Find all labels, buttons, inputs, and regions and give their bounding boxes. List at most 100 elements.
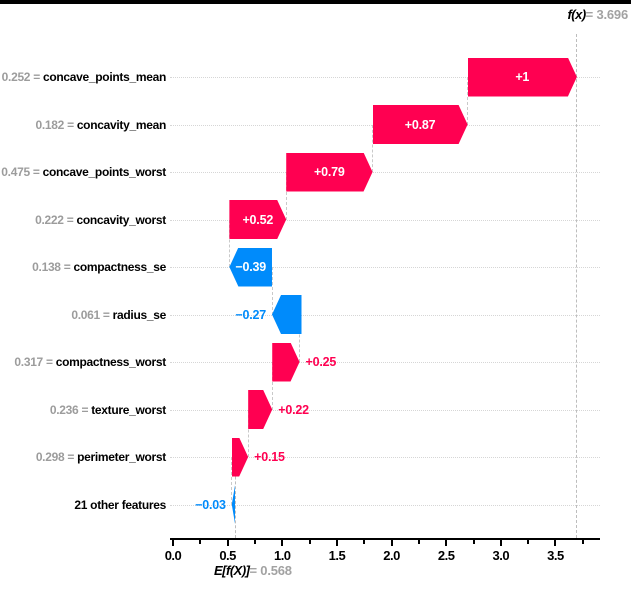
axis-tick-major <box>445 540 448 546</box>
feature-row-dotted-line <box>170 504 600 506</box>
connector-line <box>372 124 374 172</box>
axis-tick-minor <box>308 540 311 544</box>
feature-value-prefix: 0.182 = <box>35 117 77 132</box>
feature-value-prefix: 0.475 = <box>1 165 43 179</box>
axis-tick-major <box>281 540 284 546</box>
waterfall-bar <box>286 152 373 192</box>
axis-tick-major <box>226 540 229 546</box>
waterfall-bar <box>272 295 302 334</box>
waterfall-bar <box>231 437 249 477</box>
axis-line <box>170 538 600 540</box>
connector-line <box>271 362 273 410</box>
feature-value-prefix: 0.298 = <box>35 450 78 464</box>
waterfall-bar <box>229 247 272 287</box>
connector-line <box>271 267 273 315</box>
bar-value-label: +0.87 <box>404 117 436 132</box>
fx-value: = 3.696 <box>585 7 629 22</box>
axis-tick-minor <box>363 540 366 544</box>
feature-value-prefix: 0.061 = <box>71 307 113 322</box>
efx-label: E[f(X)] <box>214 563 250 578</box>
waterfall-bar <box>248 390 273 429</box>
axis-tick-minor <box>253 540 256 544</box>
feature-name: texture_worst <box>91 402 166 417</box>
feature-label: 0.182 = concavity_mean <box>0 116 167 134</box>
connector-line <box>231 457 233 505</box>
efx-value: = 0.568 <box>249 563 293 578</box>
feature-label: 0.236 = texture_worst <box>0 401 166 419</box>
axis-tick-label: 3.0 <box>492 548 510 563</box>
bar-value-label: +0.79 <box>314 165 345 179</box>
axis-tick-major <box>554 540 557 546</box>
feature-value-prefix: 0.317 = <box>14 355 56 369</box>
feature-name: concave_points_worst <box>42 165 167 179</box>
fx-label: f(x) <box>567 7 586 22</box>
waterfall-bar <box>467 57 577 97</box>
efx-dashed-line <box>234 457 236 538</box>
feature-row-dotted-line <box>170 362 600 363</box>
bar-value-label: +0.25 <box>305 355 337 369</box>
axis-tick-label: 1.0 <box>273 548 291 563</box>
axis-tick-label: 1.5 <box>328 548 346 563</box>
feature-row-dotted-line <box>170 409 600 411</box>
feature-row-dotted-line <box>170 172 600 173</box>
feature-name: concavity_mean <box>76 117 166 132</box>
connector-line <box>228 219 230 267</box>
window-top-border <box>0 0 631 4</box>
axis-tick-minor <box>417 540 420 544</box>
feature-name: 21 other features <box>74 497 166 512</box>
feature-value-prefix: 0.222 = <box>35 212 77 227</box>
feature-name: perimeter_worst <box>77 450 166 464</box>
bar-value-label: −0.03 <box>195 497 226 512</box>
feature-row-dotted-line <box>170 457 600 458</box>
waterfall-bar <box>272 342 300 382</box>
feature-label: 0.252 = concave_points_mean <box>0 68 167 86</box>
axis-tick-minor <box>527 540 530 544</box>
feature-name: compactness_se <box>73 260 166 274</box>
bar-value-label: −0.39 <box>235 260 266 274</box>
axis-tick-label: 2.5 <box>437 548 455 563</box>
feature-row-dotted-line <box>170 219 600 221</box>
axis-tick-major <box>335 540 338 546</box>
feature-label: 0.138 = compactness_se <box>0 258 166 276</box>
fx-dashed-line <box>576 34 578 538</box>
axis-tick-label: 2.0 <box>383 548 400 563</box>
axis-tick-major <box>390 540 393 546</box>
feature-label: 21 other features <box>0 496 166 514</box>
axis-tick-minor <box>472 540 475 544</box>
feature-label: 0.222 = concavity_worst <box>0 211 166 229</box>
efx-annotation: E[f(X)]= 0.568 <box>214 563 292 578</box>
feature-name: concavity_worst <box>76 212 166 227</box>
bar-value-label: +0.15 <box>254 450 285 464</box>
axis-tick-minor <box>581 540 584 544</box>
feature-value-prefix: 0.236 = <box>49 402 92 417</box>
fx-annotation: f(x)= 3.696 <box>567 7 628 22</box>
connector-line <box>247 409 249 457</box>
feature-label: 0.475 = concave_points_worst <box>0 163 166 181</box>
axis-tick-major <box>172 540 174 546</box>
bar-value-label: −0.27 <box>235 307 267 322</box>
connector-line <box>285 172 287 220</box>
axis-tick-label: 0.0 <box>164 548 182 563</box>
axis-tick-label: 0.5 <box>219 548 236 563</box>
feature-label: 0.298 = perimeter_worst <box>0 448 166 466</box>
feature-name: radius_se <box>112 307 167 322</box>
waterfall-bar <box>229 200 287 239</box>
bar-value-label: +1 <box>515 70 530 84</box>
bar-value-label: +0.52 <box>242 212 274 227</box>
waterfall-bar <box>372 105 468 144</box>
feature-value-prefix: 0.138 = <box>32 260 74 274</box>
connector-line <box>467 77 469 125</box>
axis-tick-major <box>499 540 502 546</box>
connector-line <box>299 314 301 362</box>
feature-row-dotted-line <box>170 267 600 268</box>
axis-tick-minor <box>199 540 202 544</box>
feature-row-dotted-line <box>170 77 600 78</box>
bar-value-label: +0.22 <box>278 402 309 417</box>
axis-tick-label: 3.5 <box>547 548 564 563</box>
waterfall-bar <box>231 485 236 524</box>
feature-row-dotted-line <box>170 314 600 316</box>
feature-label: 0.061 = radius_se <box>0 306 166 324</box>
feature-name: concave_points_mean <box>42 70 166 84</box>
feature-label: 0.317 = compactness_worst <box>0 353 166 371</box>
